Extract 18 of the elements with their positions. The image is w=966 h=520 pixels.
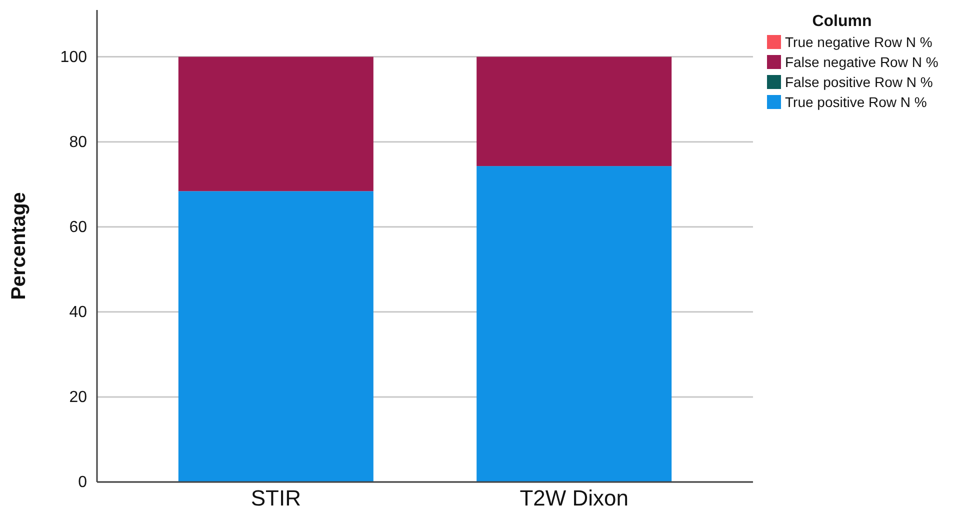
y-axis-title: Percentage <box>8 192 30 300</box>
bar <box>476 56 672 166</box>
x-tick-label: STIR <box>250 486 301 511</box>
y-tick-label: 100 <box>60 48 88 66</box>
legend-label: False positive Row N % <box>785 74 933 90</box>
y-tick-label: 40 <box>69 304 88 322</box>
legend-label: False negative Row N % <box>785 54 938 70</box>
y-tick-label: 80 <box>69 134 88 151</box>
y-tick-label: 0 <box>78 474 88 492</box>
bar <box>178 56 374 192</box>
legend-label: True negative Row N % <box>785 34 932 50</box>
x-tick-label: T2W Dixon <box>520 486 628 511</box>
legend-title: Column <box>812 13 872 30</box>
bar <box>476 166 672 482</box>
y-tick-label: 20 <box>69 389 88 406</box>
legend-label: True positive Row N % <box>785 94 927 110</box>
bar <box>178 191 374 482</box>
y-tick-label: 60 <box>69 218 88 236</box>
